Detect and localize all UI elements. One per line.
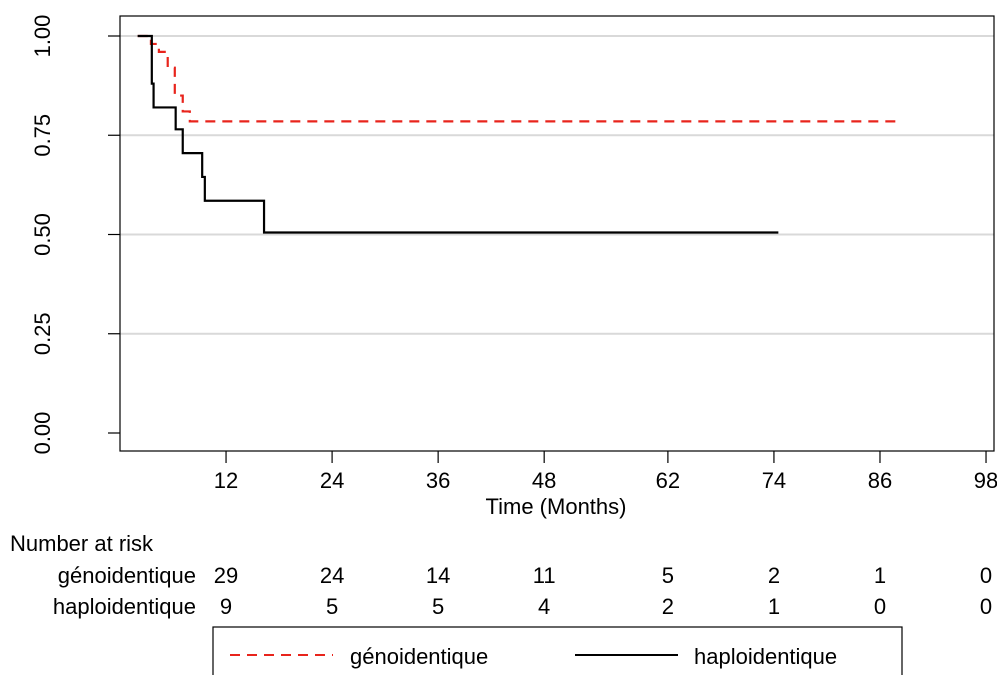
risk-count: 4 xyxy=(538,594,550,619)
risk-count: 29 xyxy=(214,563,238,588)
survival-curve-genoidentique xyxy=(137,34,898,123)
risk-count: 14 xyxy=(426,563,450,588)
risk-count: 11 xyxy=(533,563,556,588)
risk-count: 0 xyxy=(874,594,886,619)
risk-row-label: génoidentique xyxy=(58,563,196,588)
survival-curves xyxy=(137,34,898,234)
risk-count: 0 xyxy=(980,563,992,588)
plot-frame xyxy=(119,15,995,452)
risk-count: 0 xyxy=(980,594,992,619)
risk-count: 9 xyxy=(220,594,232,619)
y-tick-label: 1.00 xyxy=(30,15,55,58)
legend-label-haploidentique: haploidentique xyxy=(694,644,837,669)
risk-count: 2 xyxy=(768,563,780,588)
y-tick-label: 0.50 xyxy=(30,213,55,256)
y-tick-label: 0.25 xyxy=(30,312,55,355)
gridlines xyxy=(120,35,994,335)
x-axis: 12 24 36 48 62 74 86 98 xyxy=(214,451,997,493)
risk-count: 5 xyxy=(662,563,674,588)
x-tick-label: 48 xyxy=(532,468,556,493)
survival-curve-haploidentique xyxy=(137,34,779,234)
y-axis: 0.00 0.25 0.50 0.75 1.00 xyxy=(30,15,120,455)
risk-count: 5 xyxy=(326,594,338,619)
risk-count: 5 xyxy=(432,594,444,619)
x-tick-label: 24 xyxy=(320,468,344,493)
y-tick-label: 0.75 xyxy=(30,114,55,157)
x-tick-label: 12 xyxy=(214,468,238,493)
risk-count: 2 xyxy=(662,594,674,619)
legend-box xyxy=(212,626,903,675)
legend: génoidentique haploidentique xyxy=(212,626,903,675)
x-tick-label: 36 xyxy=(426,468,450,493)
risk-count: 1 xyxy=(874,563,886,588)
risk-count: 24 xyxy=(320,563,344,588)
x-tick-label: 86 xyxy=(868,468,892,493)
legend-label-genoidentique: génoidentique xyxy=(350,644,488,669)
x-tick-label: 98 xyxy=(974,468,997,493)
y-tick-label: 0.00 xyxy=(30,412,55,455)
x-axis-label: Time (Months) xyxy=(486,494,627,519)
x-tick-label: 62 xyxy=(656,468,680,493)
x-tick-label: 74 xyxy=(762,468,786,493)
risk-table-title: Number at risk xyxy=(10,531,154,556)
risk-count: 1 xyxy=(768,594,780,619)
risk-row-label: haploidentique xyxy=(53,594,196,619)
